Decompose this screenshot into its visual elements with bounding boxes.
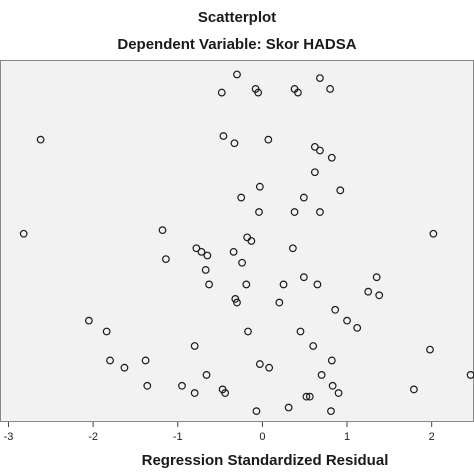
scatter-point bbox=[192, 244, 201, 253]
scatter-point bbox=[231, 295, 240, 303]
scatter-point bbox=[19, 229, 28, 238]
scatter-point bbox=[353, 323, 362, 332]
scatter-point bbox=[326, 85, 335, 93]
scatter-point bbox=[242, 280, 251, 289]
scatter-point bbox=[375, 291, 384, 300]
scatter-point bbox=[229, 247, 238, 256]
scatter-point bbox=[331, 305, 340, 314]
x-tick-label: -1 bbox=[173, 431, 183, 443]
scatter-point bbox=[106, 356, 114, 365]
scatter-point bbox=[190, 389, 199, 397]
scatter-point bbox=[372, 273, 381, 282]
x-axis: -3 -2 -1 0 1 2 bbox=[4, 422, 435, 443]
scatter-point bbox=[305, 392, 314, 401]
scatter-point bbox=[233, 70, 241, 79]
scatter-point bbox=[238, 258, 246, 267]
scatter-point bbox=[219, 132, 228, 140]
scatter-point bbox=[275, 298, 284, 307]
scatter-point bbox=[327, 153, 336, 162]
chart-title: Scatterplot bbox=[198, 9, 276, 26]
scatter-point bbox=[158, 226, 167, 235]
scatter-point bbox=[255, 208, 263, 216]
scatter-point bbox=[230, 139, 239, 148]
scatter-point bbox=[201, 266, 210, 274]
x-tick-label: -3 bbox=[4, 431, 14, 443]
scatter-point bbox=[244, 327, 252, 336]
scatter-point bbox=[161, 255, 170, 264]
scatter-point bbox=[217, 88, 226, 97]
scatter-point bbox=[296, 327, 305, 336]
scatter-point bbox=[141, 356, 150, 365]
scatter-point bbox=[310, 168, 319, 177]
scatter-point bbox=[313, 280, 322, 289]
scatter-point bbox=[102, 327, 111, 336]
scatter-point bbox=[317, 371, 326, 379]
x-axis-label: Regression Standardized Residual bbox=[142, 452, 389, 469]
scatter-point bbox=[202, 371, 211, 379]
scatter-point bbox=[197, 247, 206, 256]
scatter-point bbox=[255, 360, 264, 368]
scatter-point bbox=[299, 193, 308, 202]
scatter-point bbox=[284, 403, 293, 412]
scatter-point bbox=[327, 356, 336, 365]
x-tick-label: 2 bbox=[429, 431, 435, 443]
scatter-point bbox=[343, 316, 351, 325]
scatter-point bbox=[203, 251, 212, 260]
scatter-point bbox=[327, 407, 335, 416]
scatter-point bbox=[288, 244, 297, 253]
scatter-point bbox=[143, 381, 152, 390]
scatter-point bbox=[190, 342, 199, 350]
x-tick-label: -2 bbox=[88, 431, 98, 443]
scatter-point bbox=[328, 381, 337, 390]
scatter-point bbox=[84, 316, 93, 325]
plot-area bbox=[0, 60, 474, 422]
scatter-point bbox=[309, 342, 318, 350]
scatter-point bbox=[264, 135, 273, 144]
scatter-points bbox=[19, 70, 474, 416]
scatter-point bbox=[36, 135, 45, 144]
scatter-point bbox=[243, 233, 252, 242]
scatter-point bbox=[294, 88, 302, 97]
chart-subtitle: Dependent Variable: Skor HADSA bbox=[117, 36, 356, 53]
scatter-point bbox=[334, 389, 343, 397]
scatter-point bbox=[221, 389, 230, 397]
scatter-point bbox=[252, 407, 261, 416]
scatter-point bbox=[364, 287, 373, 296]
scatter-point bbox=[265, 363, 274, 372]
scatter-point bbox=[290, 208, 299, 216]
scatter-point bbox=[299, 273, 308, 282]
scatter-point bbox=[178, 381, 186, 390]
scatter-point bbox=[429, 229, 438, 238]
x-tick-label: 0 bbox=[259, 431, 265, 443]
scatter-point bbox=[316, 146, 324, 155]
scatter-point bbox=[426, 345, 434, 354]
scatter-point bbox=[410, 385, 418, 394]
scatter-point bbox=[233, 298, 241, 307]
scatter-point bbox=[255, 182, 264, 191]
scatter-point bbox=[279, 280, 288, 289]
scatter-point bbox=[237, 193, 246, 202]
scatter-point bbox=[205, 280, 213, 289]
x-tick-label: 1 bbox=[344, 431, 350, 443]
scatter-point bbox=[254, 88, 263, 97]
scatter-point bbox=[336, 186, 345, 195]
scatter-point bbox=[120, 363, 129, 372]
scatter-point bbox=[302, 392, 311, 401]
scatter-point bbox=[316, 208, 324, 216]
scatter-point bbox=[316, 74, 324, 82]
scatter-point bbox=[310, 142, 319, 151]
